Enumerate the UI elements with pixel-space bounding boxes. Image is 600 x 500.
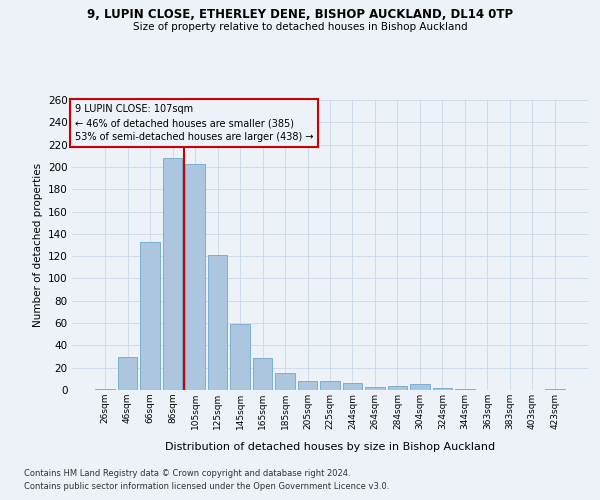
Text: 9, LUPIN CLOSE, ETHERLEY DENE, BISHOP AUCKLAND, DL14 0TP: 9, LUPIN CLOSE, ETHERLEY DENE, BISHOP AU… [87,8,513,20]
Bar [545,389,565,390]
Bar [275,374,295,390]
Bar [298,381,317,390]
Bar [118,356,137,390]
Bar [230,324,250,390]
Bar [455,389,475,390]
Bar [388,386,407,390]
Bar [343,384,362,390]
Bar [433,388,452,390]
Bar [163,158,182,390]
Bar [320,381,340,390]
Y-axis label: Number of detached properties: Number of detached properties [32,163,43,327]
Bar [208,255,227,390]
Bar [253,358,272,390]
Bar [410,384,430,390]
Text: Contains HM Land Registry data © Crown copyright and database right 2024.: Contains HM Land Registry data © Crown c… [24,468,350,477]
Text: Contains public sector information licensed under the Open Government Licence v3: Contains public sector information licen… [24,482,389,491]
Text: Size of property relative to detached houses in Bishop Auckland: Size of property relative to detached ho… [133,22,467,32]
Bar [185,164,205,390]
Text: Distribution of detached houses by size in Bishop Auckland: Distribution of detached houses by size … [165,442,495,452]
Bar [140,242,160,390]
Bar [95,389,115,390]
Text: 9 LUPIN CLOSE: 107sqm
← 46% of detached houses are smaller (385)
53% of semi-det: 9 LUPIN CLOSE: 107sqm ← 46% of detached … [74,104,313,142]
Bar [365,386,385,390]
